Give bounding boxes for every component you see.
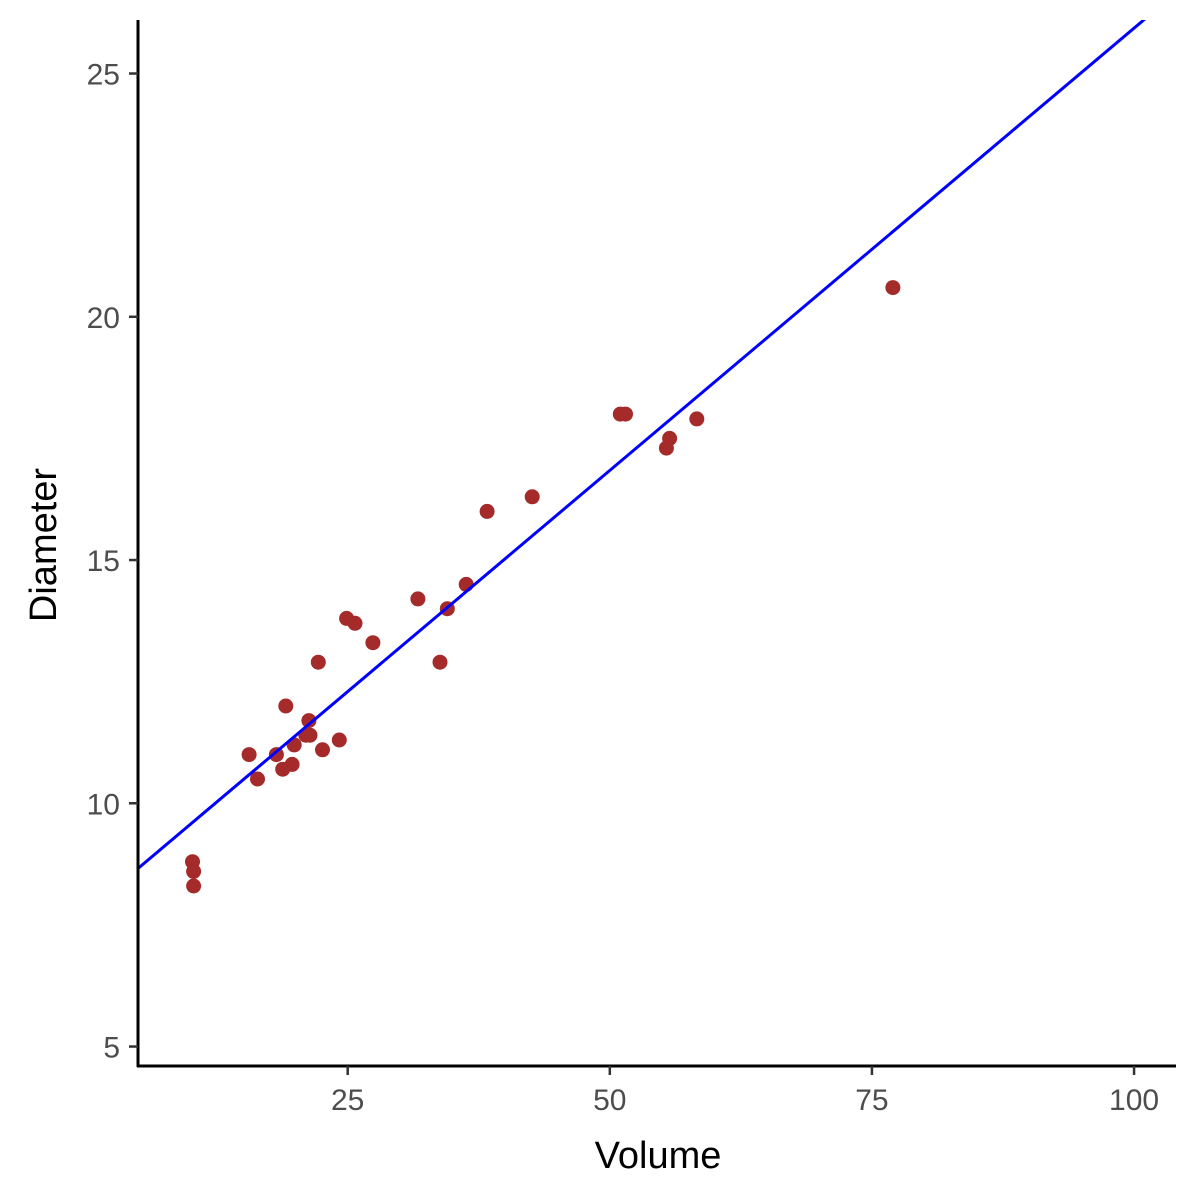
data-point [185, 854, 200, 870]
x-tick-label: 25 [331, 1084, 364, 1117]
data-point [310, 654, 326, 670]
data-point [284, 756, 300, 772]
data-point [250, 771, 265, 787]
data-point [331, 732, 347, 748]
data-point [301, 713, 317, 729]
data-point [302, 727, 318, 743]
data-point [268, 747, 284, 763]
y-tick-label: 15 [87, 545, 120, 578]
data-point [186, 878, 202, 894]
x-tick-label: 50 [593, 1084, 626, 1117]
data-point [885, 280, 901, 296]
data-point [315, 742, 330, 758]
regression-line [138, 20, 1147, 870]
points-layer [185, 280, 901, 894]
y-tick-label: 25 [87, 59, 120, 92]
fit-line-layer [138, 20, 1147, 870]
y-tick-label: 20 [87, 302, 120, 335]
x-tick-label: 75 [855, 1084, 888, 1117]
ticks-layer: 25 50 75 100 5 10 15 20 25 [87, 59, 1159, 1117]
y-tick-label: 5 [103, 1032, 120, 1065]
data-point [339, 610, 355, 626]
data-point [432, 654, 448, 670]
data-point [662, 430, 678, 446]
data-point [278, 698, 294, 714]
data-point [479, 503, 495, 519]
data-point [410, 591, 426, 607]
axes-layer [136, 20, 1176, 1068]
data-point [241, 747, 257, 763]
y-axis-title: Diameter [23, 468, 65, 622]
data-point [689, 411, 705, 427]
x-tick-label: 100 [1109, 1084, 1159, 1117]
data-point [524, 489, 540, 505]
x-axis-title: Volume [595, 1135, 722, 1177]
data-point [612, 406, 628, 422]
y-tick-label: 10 [87, 788, 120, 821]
data-point [365, 635, 381, 651]
